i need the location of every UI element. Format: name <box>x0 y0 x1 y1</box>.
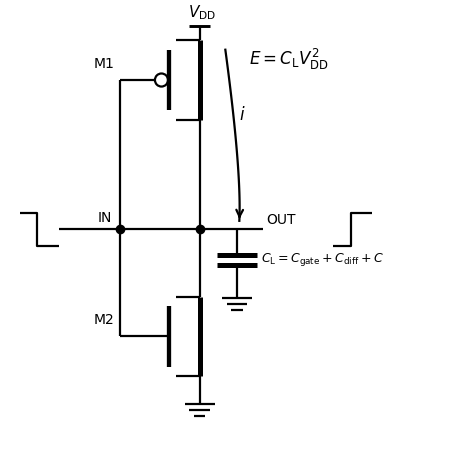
Text: OUT: OUT <box>266 213 296 227</box>
Text: $i$: $i$ <box>239 106 246 124</box>
Text: $V_{\mathrm{DD}}$: $V_{\mathrm{DD}}$ <box>188 3 216 22</box>
Text: IN: IN <box>98 211 112 226</box>
Text: $C_{\mathrm{L}} = C_{\mathrm{gate}} + C_{\mathrm{diff}} + C$: $C_{\mathrm{L}} = C_{\mathrm{gate}} + C_… <box>261 252 384 268</box>
Text: M1: M1 <box>94 57 115 71</box>
Text: M2: M2 <box>94 313 115 327</box>
Text: $E = C_{\mathrm{L}} V_{\mathrm{DD}}^{2}$: $E = C_{\mathrm{L}} V_{\mathrm{DD}}^{2}$ <box>249 46 329 72</box>
